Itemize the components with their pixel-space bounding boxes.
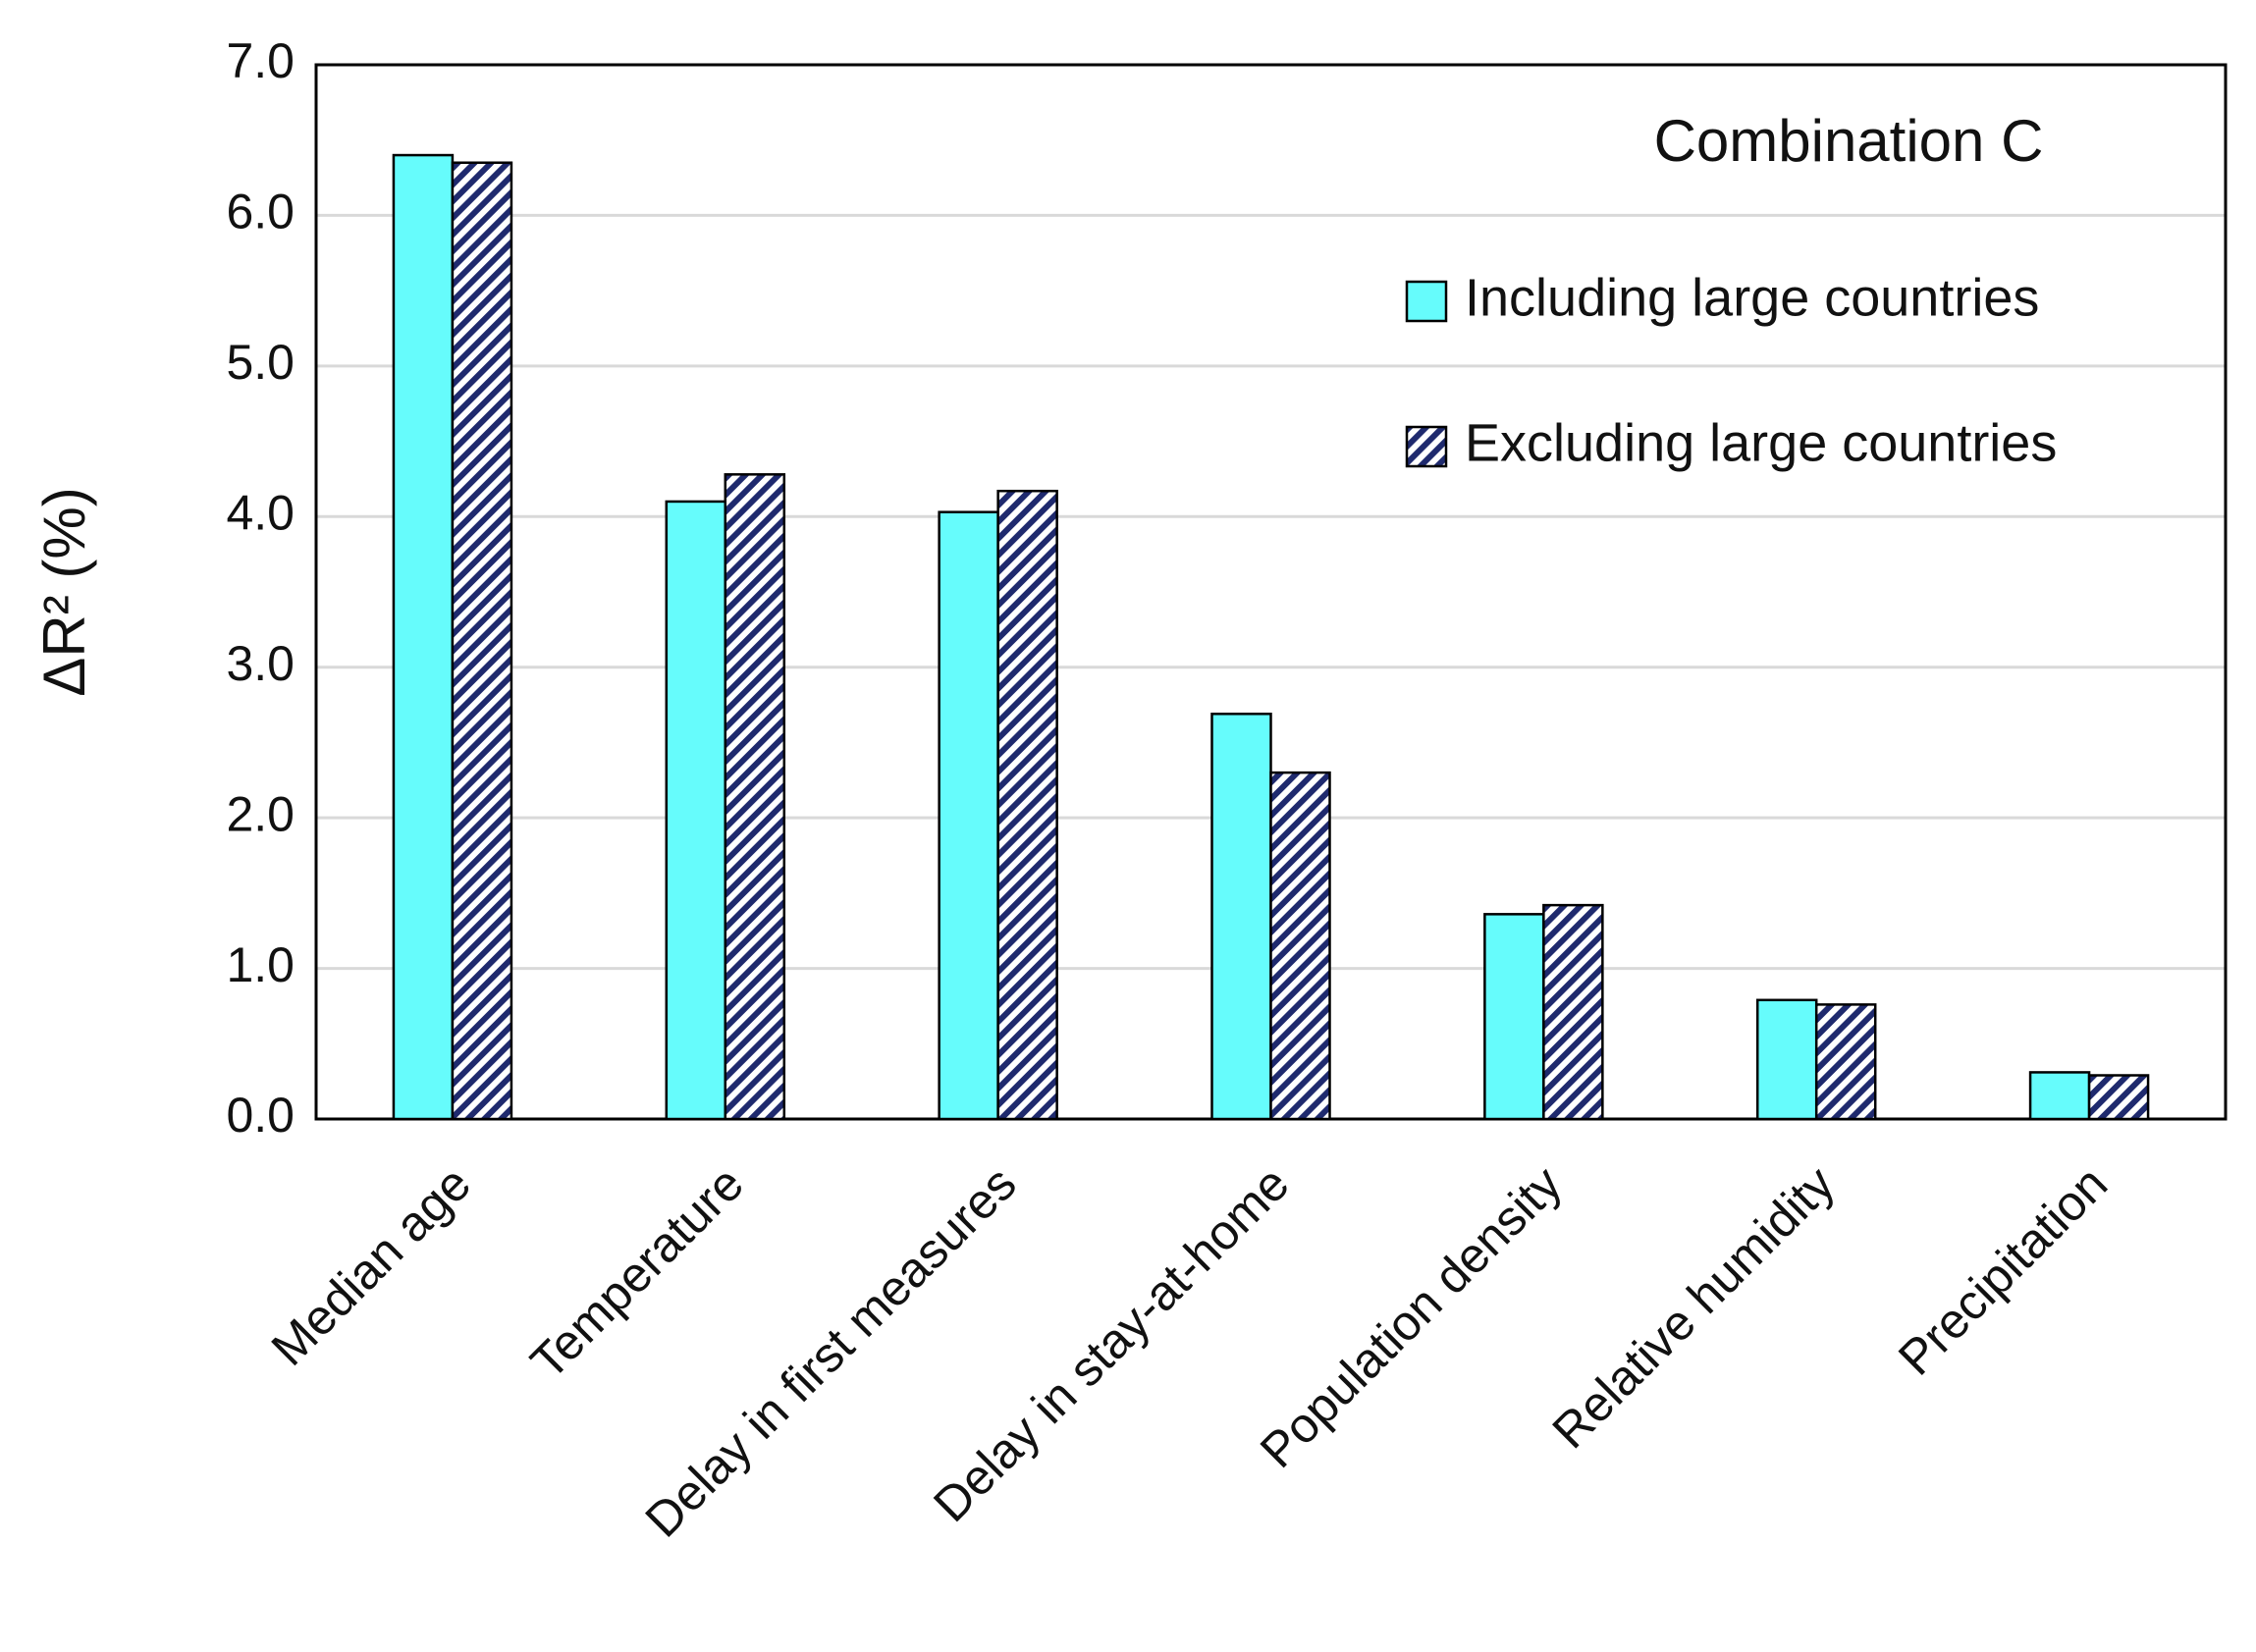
bar <box>2087 1074 2150 1121</box>
bar <box>1483 913 1545 1121</box>
chart-title: Combination C <box>1654 108 2044 174</box>
bar <box>665 500 727 1121</box>
y-tick-label: 1.0 <box>226 937 295 992</box>
bar <box>392 153 455 1121</box>
x-tick-label: Median age <box>261 1156 481 1376</box>
bar <box>1542 903 1604 1121</box>
x-tick-label: Relative humidity <box>1542 1156 1846 1460</box>
legend-label: Including large countries <box>1465 268 2039 327</box>
bar <box>2028 1071 2091 1121</box>
x-tick-label: Precipitation <box>1888 1156 2118 1386</box>
legend-swatch <box>1405 425 1448 468</box>
legend-swatch <box>1405 280 1448 323</box>
y-tick-label: 4.0 <box>226 485 295 540</box>
x-tick-label: Population density <box>1250 1156 1573 1479</box>
bar <box>1210 713 1272 1121</box>
bar <box>938 510 999 1121</box>
y-tick-label: 3.0 <box>226 636 295 691</box>
y-tick-label: 2.0 <box>226 786 295 841</box>
bar <box>451 161 513 1121</box>
x-tick-label: Temperature <box>520 1156 754 1390</box>
bar <box>724 473 786 1121</box>
y-axis-label: ΔR² (%) <box>31 487 97 696</box>
y-tick-label: 5.0 <box>226 335 295 390</box>
y-tick-label: 7.0 <box>226 33 295 88</box>
legend-label: Excluding large countries <box>1465 413 2057 472</box>
bar <box>1269 771 1331 1121</box>
bar <box>1755 998 1818 1121</box>
bar <box>996 489 1058 1121</box>
bar <box>1814 1003 1877 1121</box>
y-tick-label: 6.0 <box>226 185 295 240</box>
y-tick-label: 0.0 <box>226 1088 295 1143</box>
